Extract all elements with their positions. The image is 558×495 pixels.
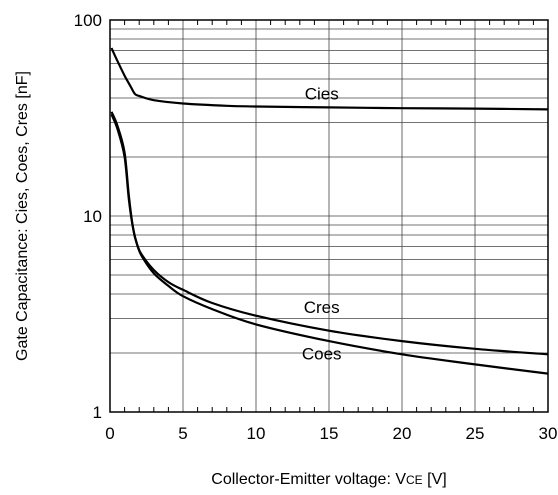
x-tick-label: 15: [320, 424, 339, 443]
series-label-cres: Cres: [304, 298, 340, 317]
series-label-coes: Coes: [302, 344, 342, 363]
series-line-coes: [110, 111, 549, 375]
series-line-cies: [110, 47, 549, 111]
y-tick-label: 100: [74, 11, 102, 30]
y-tick-label: 10: [83, 207, 102, 226]
x-tick-label: 20: [393, 424, 412, 443]
plot-frame: [109, 19, 549, 413]
x-tick-label: 0: [105, 424, 114, 443]
minor-ticks: [124, 20, 534, 412]
x-tick-label: 10: [247, 424, 266, 443]
series-labels: Cies Cres Coes: [302, 84, 342, 363]
series-label-cies: Cies: [305, 84, 339, 103]
y-tick-labels: 1 10 100: [74, 11, 102, 422]
x-tick-label: 30: [539, 424, 558, 443]
x-tick-labels: 0 5 10 15 20 25 30: [105, 424, 557, 443]
x-axis-title: Collector-Emitter voltage: VCE [V]: [211, 471, 446, 488]
grid-lines: [110, 20, 548, 412]
y-tick-label: 1: [93, 403, 102, 422]
x-tick-label: 25: [466, 424, 485, 443]
x-tick-label: 5: [178, 424, 187, 443]
y-axis-title: Gate Capacitance: Cies, Coes, Cres [nF]: [14, 71, 31, 361]
series-lines: [110, 47, 549, 375]
